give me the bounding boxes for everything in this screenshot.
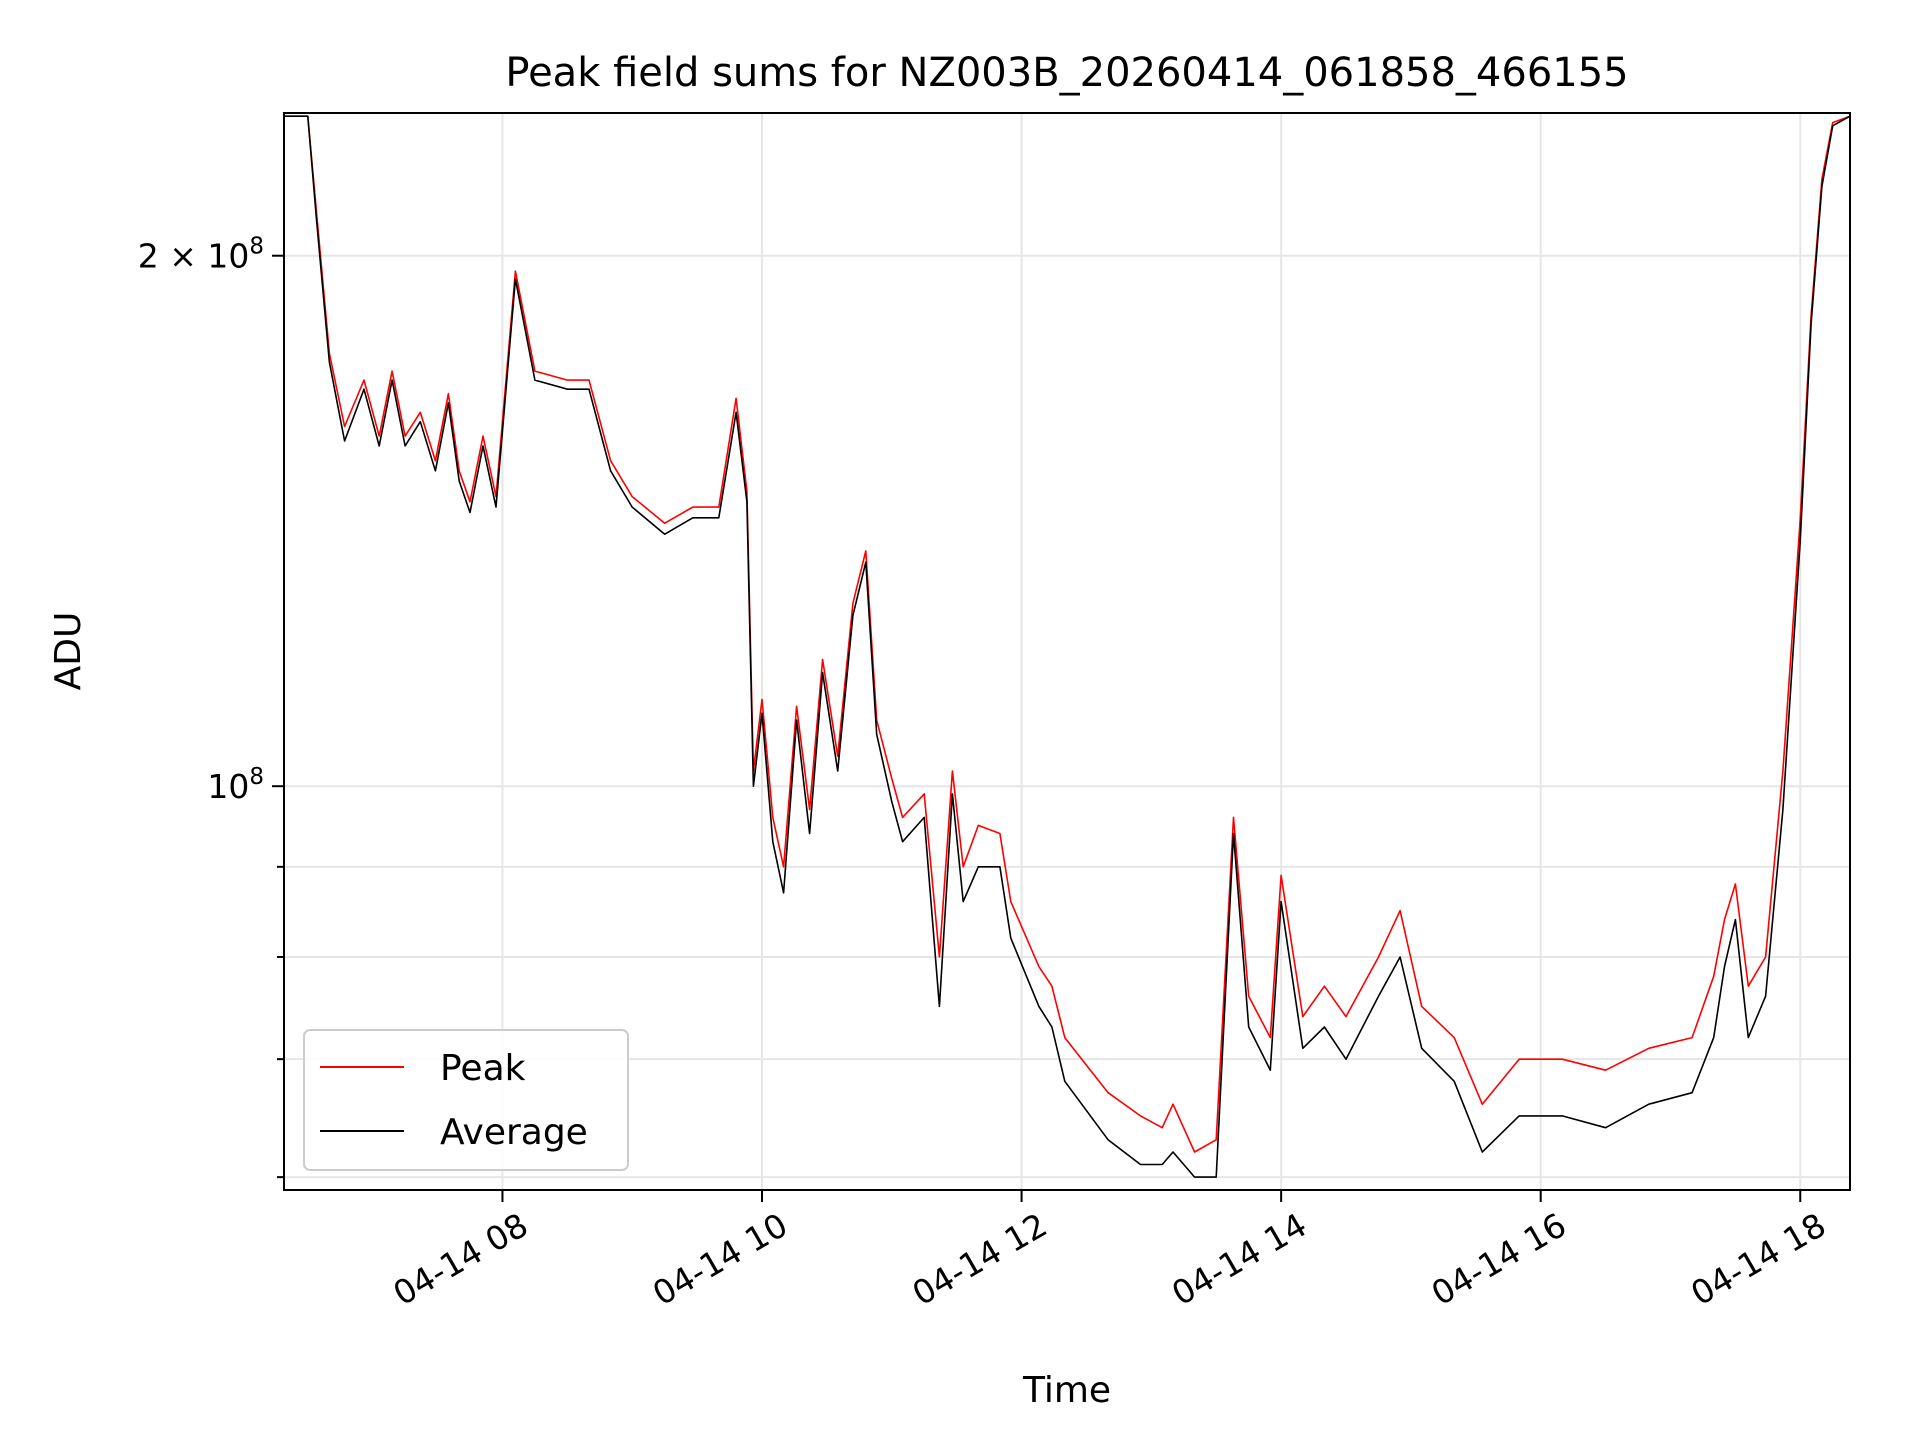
legend-box [303, 1029, 629, 1171]
legend: Peak Average [303, 1029, 629, 1171]
legend-label-average: Average [440, 1112, 588, 1153]
series-line-peak [284, 115, 1851, 1153]
series-line-average [284, 115, 1851, 1178]
y-tick-label-0: 108 [207, 764, 264, 806]
y-tick-label-1: 2 × 108 [138, 234, 264, 276]
series-layer [284, 115, 1851, 1178]
grid-lines [284, 113, 1850, 1190]
y-axis: 108 2 × 108 [138, 234, 284, 1179]
x-axis-label: Time [1022, 1370, 1111, 1411]
axes-frame [283, 112, 1851, 1191]
legend-label-peak: Peak [440, 1048, 526, 1089]
chart-title: Peak field sums for NZ003B_20260414_0618… [505, 50, 1628, 96]
y-axis-label: ADU [48, 612, 89, 691]
